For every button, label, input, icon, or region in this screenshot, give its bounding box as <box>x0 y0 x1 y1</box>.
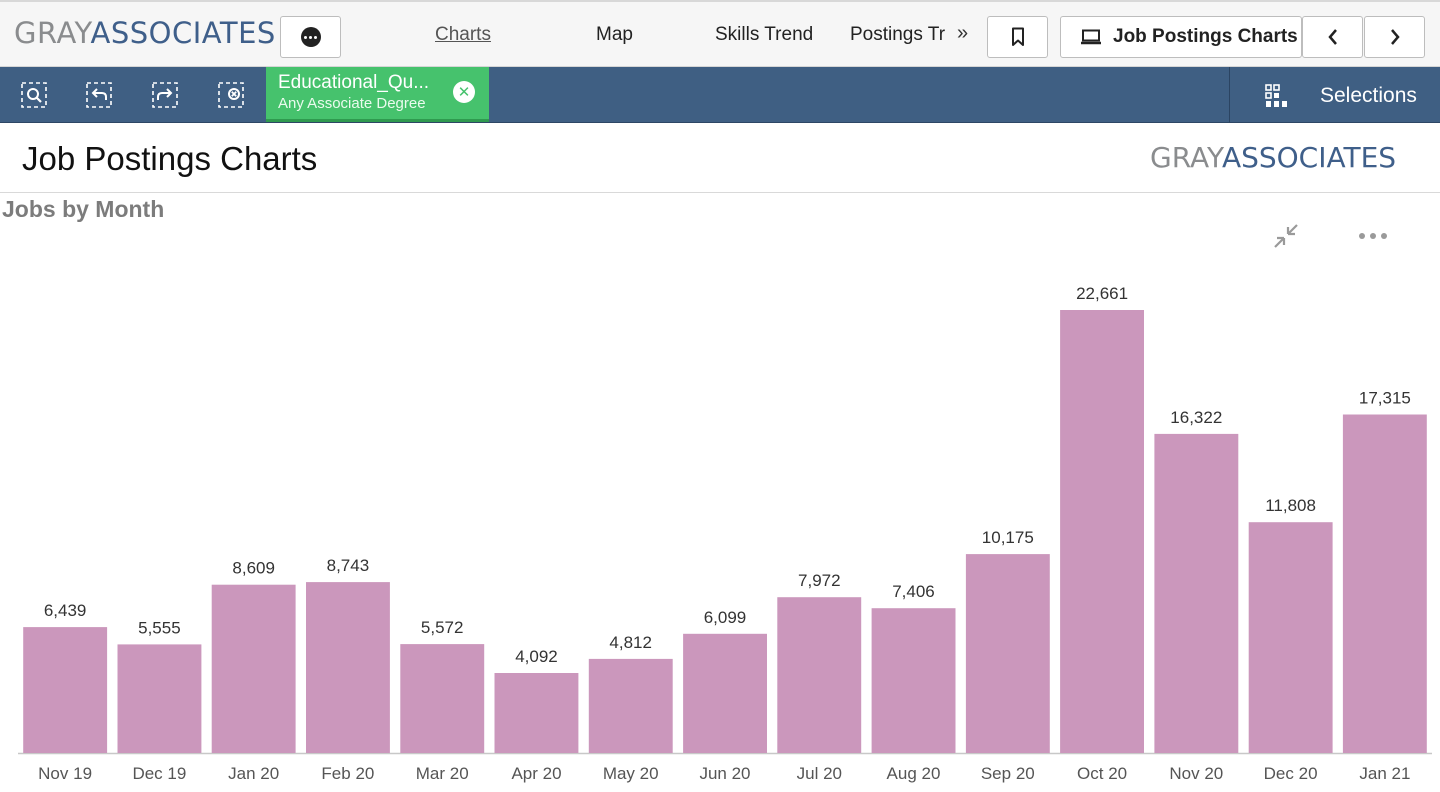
data-label: 17,315 <box>1359 389 1411 408</box>
exit-fullscreen-icon[interactable] <box>1272 222 1300 250</box>
logo-text-gray: GRAY <box>14 16 91 50</box>
data-label: 5,555 <box>138 618 181 637</box>
tab-charts[interactable]: Charts <box>435 24 491 45</box>
selections-grid-icon <box>1265 84 1287 107</box>
selections-button[interactable]: Selections <box>1264 81 1417 111</box>
sheet-icon <box>1081 29 1101 45</box>
data-label: 5,572 <box>421 618 464 637</box>
bookmark-icon <box>1011 27 1024 46</box>
selections-divider <box>1229 67 1230 123</box>
bar-apr-20[interactable] <box>494 673 579 753</box>
bar-sep-20[interactable] <box>965 554 1050 753</box>
x-tick-label: Nov 20 <box>1169 764 1223 783</box>
bar-oct-20[interactable] <box>1060 310 1144 753</box>
data-label: 6,439 <box>44 601 87 620</box>
clear-selection-icon[interactable]: ✕ <box>453 81 475 103</box>
chart-menu-icon[interactable] <box>1358 232 1388 240</box>
sheet-logo-gray: GRAY <box>1150 141 1222 174</box>
logo-text-associates: ASSOCIATES <box>90 16 276 50</box>
chevron-left-icon <box>1327 29 1337 45</box>
x-tick-label: Oct 20 <box>1077 764 1127 783</box>
app-logo: GRAYASSOCIATES <box>14 16 276 50</box>
bar-feb-20[interactable] <box>306 582 390 753</box>
step-forward-icon <box>152 82 178 108</box>
data-label: 8,609 <box>232 559 275 578</box>
double-chevron-right-icon[interactable]: » <box>957 22 969 44</box>
x-tick-label: Dec 19 <box>132 764 186 783</box>
bar-dec-19[interactable] <box>117 644 202 753</box>
bar-jun-20[interactable] <box>683 633 767 753</box>
jobs-by-month-chart[interactable]: 6,439 Nov 19 5,555 Dec 19 8,609 Jan 20 8,743 Fe… <box>0 240 1440 792</box>
bar-may-20[interactable] <box>588 658 673 753</box>
chart-tools <box>1272 222 1388 250</box>
tab-map[interactable]: Map <box>596 24 633 45</box>
bar-mar-20[interactable] <box>400 644 485 753</box>
data-label: 4,092 <box>515 647 558 666</box>
next-sheet-button[interactable] <box>1364 16 1425 58</box>
selections-bar: Educational_Qu... Any Associate Degree ✕… <box>0 67 1440 123</box>
current-sheet-label: Job Postings Charts <box>1113 26 1298 47</box>
data-label: 8,743 <box>327 556 370 575</box>
step-back-icon <box>86 82 112 108</box>
selections-label: Selections <box>1320 84 1417 107</box>
more-options-icon <box>300 27 321 47</box>
sheet-logo: GRAYASSOCIATES <box>1150 141 1396 174</box>
x-tick-label: Nov 19 <box>38 764 92 783</box>
tab-skills-trend[interactable]: Skills Trend <box>715 24 814 45</box>
bar-jul-20[interactable] <box>777 597 862 753</box>
x-tick-label: Jul 20 <box>797 764 842 783</box>
data-label: 7,972 <box>798 571 841 590</box>
bar-nov-19[interactable] <box>23 627 108 753</box>
data-label: 22,661 <box>1076 284 1128 303</box>
tab-postings-trend[interactable]: Postings Tr <box>850 24 946 45</box>
x-tick-label: Dec 20 <box>1264 764 1318 783</box>
sheet-logo-associates: ASSOCIATES <box>1221 141 1397 174</box>
data-label: 10,175 <box>982 528 1034 547</box>
data-label: 11,808 <box>1265 496 1316 515</box>
bar-nov-20[interactable] <box>1154 433 1239 753</box>
data-label: 4,812 <box>609 633 652 652</box>
header-divider <box>0 192 1440 193</box>
smart-search-icon <box>21 82 47 108</box>
data-label: 7,406 <box>892 582 935 601</box>
chart-title: Jobs by Month <box>2 196 165 222</box>
clear-selections-button[interactable] <box>217 81 245 109</box>
x-tick-label: Jun 20 <box>699 764 750 783</box>
bar-jan-20[interactable] <box>211 584 296 753</box>
chevron-right-icon <box>1390 29 1400 45</box>
selection-field-name: Educational_Qu... <box>278 72 430 93</box>
x-tick-label: Feb 20 <box>321 764 374 783</box>
data-label: 6,099 <box>704 608 747 627</box>
smart-search-button[interactable] <box>20 81 48 109</box>
clear-selections-icon <box>218 82 244 108</box>
selection-field-value: Any Associate Degree <box>278 95 426 112</box>
bookmark-button[interactable] <box>987 16 1048 58</box>
step-forward-button[interactable] <box>151 81 179 109</box>
data-label: 16,322 <box>1170 408 1222 427</box>
step-back-button[interactable] <box>85 81 113 109</box>
top-toolbar: GRAYASSOCIATES Charts Map Skills Trend P… <box>0 0 1440 67</box>
selection-chip-educational-qualification[interactable]: Educational_Qu... Any Associate Degree ✕ <box>266 67 489 122</box>
x-tick-label: Jan 21 <box>1359 764 1410 783</box>
x-tick-label: Mar 20 <box>416 764 469 783</box>
bar-aug-20[interactable] <box>871 608 956 753</box>
x-tick-label: Sep 20 <box>981 764 1035 783</box>
x-tick-label: Aug 20 <box>887 764 941 783</box>
bar-jan-21[interactable] <box>1342 414 1427 754</box>
sheet-selector-button[interactable]: Job Postings Charts <box>1060 16 1302 58</box>
more-options-button[interactable] <box>280 16 341 58</box>
previous-sheet-button[interactable] <box>1302 16 1363 58</box>
x-tick-label: Apr 20 <box>511 764 561 783</box>
x-tick-label: Jan 20 <box>228 764 279 783</box>
bar-dec-20[interactable] <box>1248 522 1333 753</box>
x-tick-label: May 20 <box>603 764 659 783</box>
sheet-title: Job Postings Charts <box>22 140 318 177</box>
